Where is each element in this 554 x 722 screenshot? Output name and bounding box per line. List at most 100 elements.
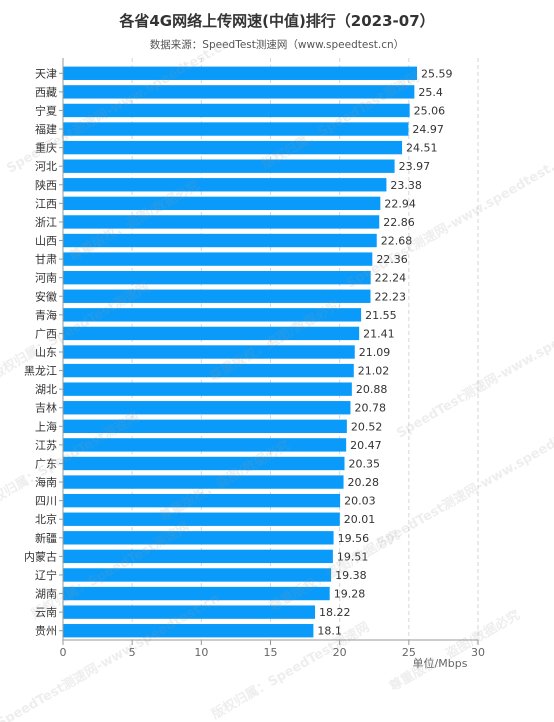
bar xyxy=(63,140,403,155)
chart-title: 各省4G网络上传网速(中值)排行（2023-07） xyxy=(119,12,435,30)
category-label: 宁夏 xyxy=(35,103,57,117)
bar xyxy=(63,178,387,192)
bar xyxy=(63,586,330,601)
bar xyxy=(63,326,360,341)
category-label: 上海 xyxy=(35,419,57,433)
value-label: 22.94 xyxy=(384,197,416,210)
value-label: 22.24 xyxy=(375,272,407,285)
value-label: 21.02 xyxy=(358,365,390,378)
category-label: 内蒙古 xyxy=(24,549,57,563)
x-tick-label: 15 xyxy=(264,646,278,659)
value-label: 18.1 xyxy=(317,625,342,638)
bar xyxy=(63,270,371,285)
category-label: 西藏 xyxy=(35,86,57,99)
value-label: 19.28 xyxy=(334,588,366,601)
value-label: 23.38 xyxy=(390,179,422,192)
category-label: 安徽 xyxy=(35,289,57,303)
value-label: 25.59 xyxy=(421,67,453,80)
category-label: 山西 xyxy=(35,235,57,248)
bar xyxy=(63,308,362,322)
value-label: 22.23 xyxy=(375,290,407,303)
value-label: 19.38 xyxy=(335,569,367,582)
category-label: 新疆 xyxy=(35,531,57,545)
value-label: 22.86 xyxy=(383,216,415,229)
category-label: 天津 xyxy=(35,67,57,80)
bar xyxy=(63,605,316,619)
value-label: 20.88 xyxy=(356,383,388,396)
bar xyxy=(63,531,334,545)
value-label: 20.01 xyxy=(344,513,376,526)
value-label: 20.35 xyxy=(349,457,381,470)
bar xyxy=(63,159,395,173)
value-label: 20.52 xyxy=(351,420,383,433)
category-label: 北京 xyxy=(35,512,57,526)
bar xyxy=(63,345,355,359)
category-label: 山东 xyxy=(35,346,57,359)
category-label: 湖北 xyxy=(35,383,57,396)
bars: 25.59 25.4 25.06 24.97 24.51 23.97 23.38 22.94 2… xyxy=(63,66,453,638)
x-tick-label: 30 xyxy=(471,646,485,659)
value-label: 21.09 xyxy=(359,346,391,359)
category-label: 重庆 xyxy=(35,141,57,155)
category-label: 福建 xyxy=(35,122,57,136)
value-label: 24.51 xyxy=(406,142,438,155)
x-tick-label: 0 xyxy=(60,646,67,659)
bar xyxy=(63,438,347,452)
bar xyxy=(63,196,381,211)
value-label: 19.51 xyxy=(337,550,369,563)
bar xyxy=(63,215,380,229)
value-label: 21.55 xyxy=(365,309,397,322)
value-label: 20.47 xyxy=(350,439,382,452)
value-label: 20.78 xyxy=(354,402,386,415)
bar xyxy=(63,382,352,396)
x-tick-label: 20 xyxy=(333,646,347,659)
unit-label: 单位/Mbps xyxy=(413,656,468,670)
bar xyxy=(63,289,371,303)
category-label: 江西 xyxy=(35,197,57,210)
bar xyxy=(63,493,341,508)
category-label: 吉林 xyxy=(35,401,57,415)
category-label: 江苏 xyxy=(35,439,57,452)
bar xyxy=(63,624,314,638)
bar xyxy=(63,568,332,582)
bar xyxy=(63,456,345,471)
bar xyxy=(63,85,415,99)
category-label: 广西 xyxy=(35,327,57,340)
category-label: 云南 xyxy=(35,606,57,619)
bar xyxy=(63,475,344,489)
axes: 0 5 10 15 20 25 30 天津西藏宁夏福建重庆河北陕西江西浙江山西甘肃河南安徽青海… xyxy=(24,58,485,659)
value-label: 22.68 xyxy=(381,235,413,248)
bar xyxy=(63,66,417,80)
category-label: 河南 xyxy=(35,272,57,285)
category-label: 辽宁 xyxy=(35,568,57,582)
bar xyxy=(63,233,377,248)
value-label: 21.41 xyxy=(363,327,395,340)
x-tick-label: 5 xyxy=(129,646,136,659)
value-label: 24.97 xyxy=(412,123,444,136)
bar xyxy=(63,419,347,434)
value-label: 20.28 xyxy=(348,476,380,489)
value-label: 25.4 xyxy=(418,86,443,99)
value-label: 19.56 xyxy=(338,532,370,545)
bar xyxy=(63,512,340,526)
category-label: 黑龙江 xyxy=(24,365,57,378)
category-label: 陕西 xyxy=(35,178,57,192)
value-label: 20.03 xyxy=(344,495,376,508)
bar xyxy=(63,122,409,136)
category-label: 海南 xyxy=(35,475,57,489)
category-label: 湖南 xyxy=(35,588,57,601)
category-label: 四川 xyxy=(35,495,57,508)
bar xyxy=(63,103,410,118)
bar xyxy=(63,549,333,564)
x-tick-label: 25 xyxy=(402,646,416,659)
value-label: 22.36 xyxy=(376,253,408,266)
bar xyxy=(63,401,351,415)
value-label: 23.97 xyxy=(399,160,431,173)
value-label: 25.06 xyxy=(414,104,446,117)
category-label: 河北 xyxy=(35,160,57,173)
bar xyxy=(63,363,354,378)
x-tick-label: 10 xyxy=(194,646,208,659)
category-label: 浙江 xyxy=(35,216,57,229)
category-label: 青海 xyxy=(35,308,57,322)
